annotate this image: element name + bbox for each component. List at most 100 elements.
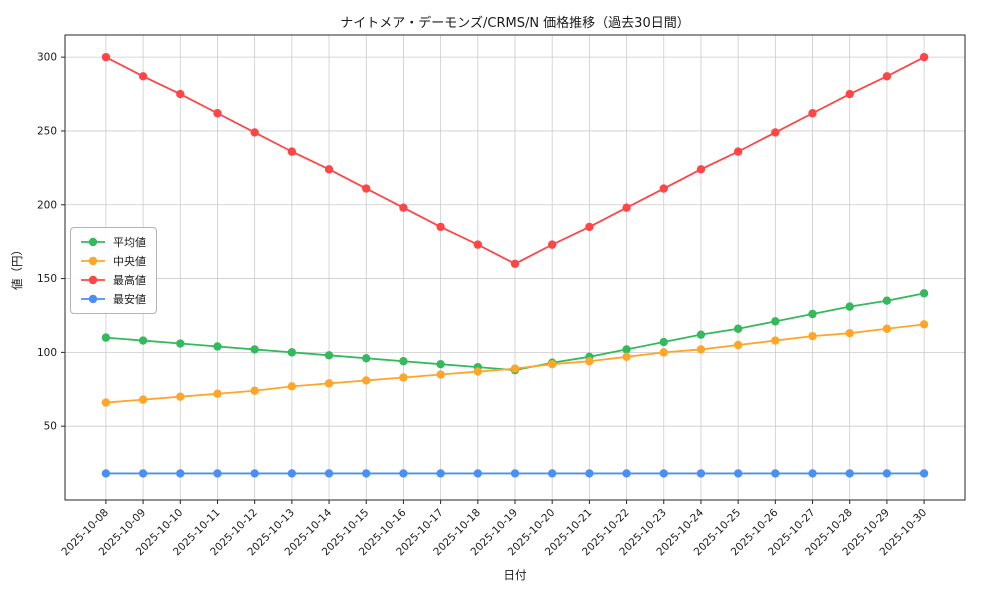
average-series-point (771, 317, 780, 326)
average-series-point (436, 359, 445, 369)
highest-series-point (845, 89, 854, 99)
lowest-series-point (659, 469, 668, 478)
lowest-series-point (585, 469, 594, 478)
highest-series-point (250, 128, 259, 137)
lowest-series-point (510, 469, 520, 478)
highest-series-point (176, 89, 185, 99)
average-series-point (213, 342, 222, 351)
y-tick-label: 100 (37, 347, 57, 359)
median-series-point (919, 320, 929, 329)
y-tick-label: 300 (37, 52, 57, 64)
median-series-marker-icon (81, 256, 105, 266)
median-series-point (473, 367, 483, 376)
median-series-point (882, 324, 892, 333)
y-tick-label: 50 (44, 421, 57, 433)
highest-series-point (659, 184, 668, 193)
legend-label-median: 中央値 (113, 255, 146, 268)
average-series-point (733, 324, 743, 333)
lowest-series-point (436, 469, 445, 478)
average-series-point (176, 339, 185, 348)
highest-series-point (733, 147, 743, 156)
median-series-point (250, 386, 259, 395)
median-series-point (547, 359, 557, 369)
median-series-point (324, 379, 334, 388)
median-series-point (399, 373, 408, 382)
highest-series-point (882, 72, 892, 81)
highest-series-point (585, 222, 594, 232)
average-series-point (399, 357, 408, 366)
median-series-point (138, 395, 148, 404)
average-series-point (696, 330, 706, 339)
average-series-point (659, 337, 668, 347)
legend-item-average: 平均値 (79, 235, 146, 249)
average-series-point (808, 309, 817, 319)
lowest-series-point (771, 469, 780, 478)
median-series-point (733, 340, 743, 350)
highest-series-point (213, 109, 222, 118)
lowest-series-point (808, 469, 817, 478)
average-series-marker-icon (81, 237, 105, 247)
median-series-point (585, 357, 594, 366)
lowest-series-point (287, 469, 297, 478)
highest-series-point (919, 52, 929, 62)
x-axis-label: 日付 (503, 568, 527, 582)
highest-series-point (622, 203, 631, 212)
highest-series-point (101, 52, 111, 62)
highest-series-point (324, 165, 334, 174)
chart-title: ナイトメア・デーモンズ/CRMS/N 価格推移（過去30日間） (340, 16, 690, 31)
lowest-series-point (696, 469, 706, 478)
average-series-point (845, 302, 854, 311)
median-series-point (771, 336, 780, 345)
lowest-series-point (547, 469, 557, 478)
lowest-series-point (399, 469, 408, 478)
highest-series-point (808, 109, 817, 118)
lowest-series-point (138, 469, 148, 478)
chart-legend: 平均値 中央値 最高値 最安値 (70, 227, 157, 314)
y-tick-label: 250 (37, 125, 57, 137)
lowest-series-point (101, 469, 111, 478)
lowest-series-point (324, 469, 334, 478)
median-series-point (362, 376, 371, 385)
average-series-point (287, 348, 297, 357)
lowest-series-point (622, 469, 631, 478)
median-series-point (287, 382, 297, 391)
average-series-point (138, 336, 148, 345)
median-series-point (696, 345, 706, 354)
median-series-point (436, 370, 445, 379)
highest-series-point (436, 222, 445, 232)
highest-series-point (287, 147, 297, 156)
median-series-point (510, 364, 520, 373)
highest-series-point (696, 165, 706, 174)
lowest-series-point (845, 469, 854, 478)
highest-series-point (399, 203, 408, 212)
median-series-point (176, 392, 185, 401)
highest-series-marker-icon (81, 275, 105, 285)
median-series-point (101, 398, 111, 407)
average-series-point (324, 351, 334, 360)
highest-series-point (138, 72, 148, 81)
median-series-point (845, 328, 854, 338)
average-series-point (882, 296, 892, 305)
median-series-point (213, 389, 222, 398)
y-axis-label: 値（円） (10, 244, 24, 290)
highest-series-point (771, 128, 780, 137)
average-series-point (250, 345, 259, 354)
average-series-point (919, 289, 929, 298)
lowest-series-marker-icon (81, 294, 105, 304)
legend-item-highest: 最高値 (79, 273, 146, 287)
highest-series-point (547, 240, 557, 249)
legend-item-median: 中央値 (79, 254, 146, 268)
average-series-point (101, 333, 111, 342)
legend-label-highest: 最高値 (113, 274, 146, 287)
highest-series-point (473, 240, 483, 249)
highest-series-point (510, 259, 520, 269)
legend-item-lowest: 最安値 (79, 292, 146, 306)
median-series-point (659, 348, 668, 357)
lowest-series-point (733, 469, 743, 478)
legend-label-average: 平均値 (113, 236, 146, 249)
lowest-series-point (919, 469, 929, 478)
legend-label-lowest: 最安値 (113, 293, 146, 306)
average-series-point (622, 345, 631, 354)
median-series-point (808, 331, 817, 341)
